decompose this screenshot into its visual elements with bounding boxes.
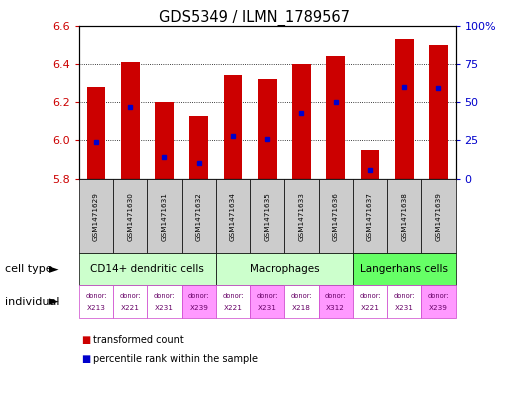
Text: donor:: donor: (291, 293, 313, 299)
Text: cell type: cell type (5, 264, 53, 274)
Text: transformed count: transformed count (93, 335, 183, 345)
Text: GSM1471629: GSM1471629 (93, 192, 99, 241)
Text: donor:: donor: (120, 293, 141, 299)
Text: X218: X218 (292, 305, 311, 310)
Text: X231: X231 (395, 305, 414, 310)
Text: donor:: donor: (188, 293, 210, 299)
Text: GSM1471630: GSM1471630 (127, 192, 133, 241)
Text: X221: X221 (223, 305, 242, 310)
Text: GSM1471639: GSM1471639 (435, 192, 441, 241)
Text: X239: X239 (429, 305, 448, 310)
Text: X231: X231 (155, 305, 174, 310)
Text: donor:: donor: (85, 293, 107, 299)
Text: donor:: donor: (222, 293, 244, 299)
Text: GSM1471637: GSM1471637 (367, 192, 373, 241)
Text: Langerhans cells: Langerhans cells (360, 264, 448, 274)
Text: Macrophages: Macrophages (249, 264, 319, 274)
Text: CD14+ dendritic cells: CD14+ dendritic cells (91, 264, 204, 274)
Text: donor:: donor: (428, 293, 449, 299)
Text: donor:: donor: (257, 293, 278, 299)
Text: ■: ■ (81, 354, 91, 364)
Text: donor:: donor: (325, 293, 347, 299)
Text: X221: X221 (121, 305, 139, 310)
Bar (326, 56, 345, 179)
Text: GSM1471636: GSM1471636 (333, 192, 338, 241)
Text: donor:: donor: (359, 293, 381, 299)
Bar (155, 102, 174, 179)
Text: X312: X312 (326, 305, 345, 310)
Bar (258, 79, 276, 179)
Text: GDS5349 / ILMN_1789567: GDS5349 / ILMN_1789567 (159, 10, 350, 26)
Bar (360, 150, 379, 179)
Text: GSM1471634: GSM1471634 (230, 192, 236, 241)
Text: GSM1471632: GSM1471632 (196, 192, 202, 241)
Text: donor:: donor: (393, 293, 415, 299)
Text: individual: individual (5, 297, 60, 307)
Bar (223, 75, 242, 179)
Text: percentile rank within the sample: percentile rank within the sample (93, 354, 258, 364)
Bar (189, 116, 208, 179)
Bar (292, 64, 311, 179)
Text: X221: X221 (360, 305, 379, 310)
Bar (429, 45, 448, 179)
Text: ■: ■ (81, 335, 91, 345)
Text: GSM1471638: GSM1471638 (401, 192, 407, 241)
Text: ►: ► (49, 263, 58, 276)
Bar (121, 62, 139, 179)
Text: ►: ► (49, 295, 58, 308)
Bar (395, 39, 414, 179)
Text: GSM1471635: GSM1471635 (264, 192, 270, 241)
Text: X231: X231 (258, 305, 277, 310)
Text: X239: X239 (189, 305, 208, 310)
Text: donor:: donor: (154, 293, 175, 299)
Text: X213: X213 (87, 305, 105, 310)
Text: GSM1471631: GSM1471631 (161, 192, 167, 241)
Text: GSM1471633: GSM1471633 (298, 192, 304, 241)
Bar (87, 87, 105, 179)
